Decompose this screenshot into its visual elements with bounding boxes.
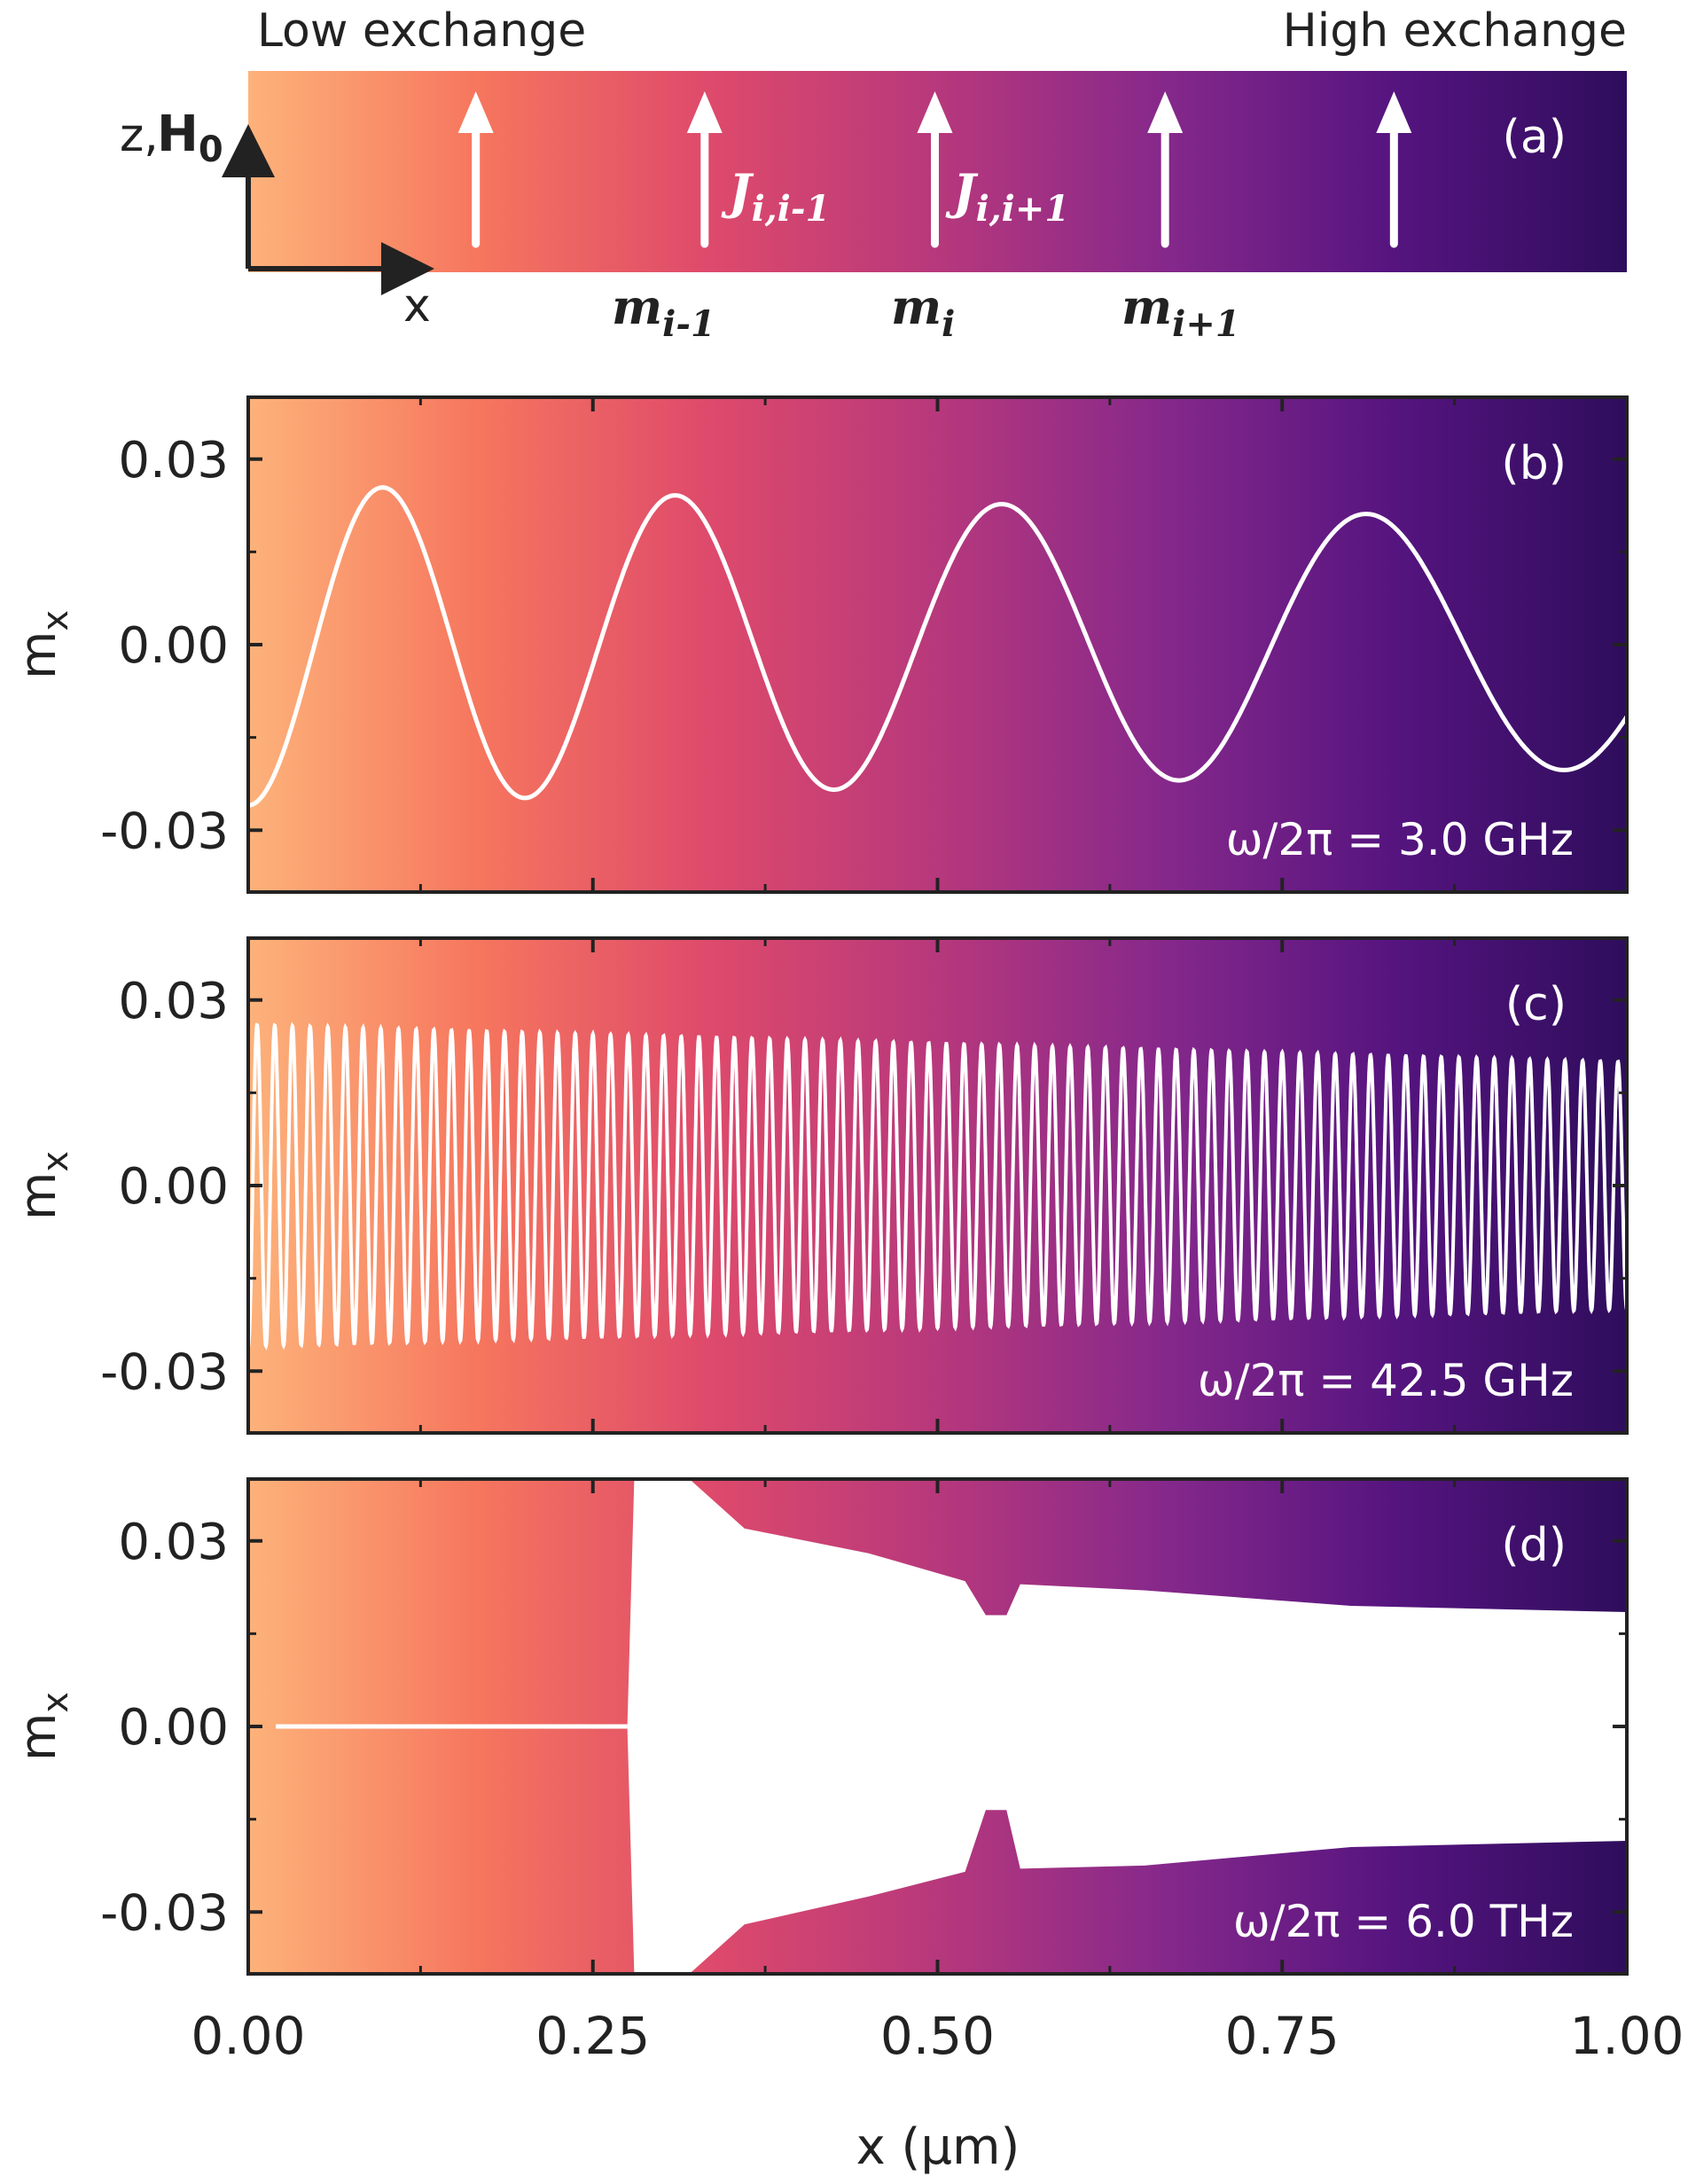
spin-arrow-head-2 [917, 91, 953, 133]
wave-packet-envelope [627, 1479, 1627, 1974]
x-axis-schematic-label: x [403, 279, 431, 333]
x-tick-label: 0.75 [1225, 2006, 1340, 2066]
panel-label: (c) [1505, 978, 1567, 1031]
y-axis-title: mx [10, 1692, 76, 1761]
panel-d-plot: 0.03 0.00 -0.03 mx (d) ω/2π = 6.0 THz [10, 1477, 1629, 1976]
y-tick-label: 0.00 [118, 1158, 229, 1216]
plot-background [248, 397, 1627, 892]
y-tick-label: 0.03 [118, 1514, 229, 1571]
frequency-annotation: ω/2π = 3.0 GHz [1226, 814, 1574, 865]
z-label: z, [120, 109, 159, 162]
series-line [246, 1022, 1629, 1350]
y-tick-label: -0.03 [100, 1343, 229, 1401]
x-tick-label: 0.00 [191, 2006, 305, 2066]
panel-a-label: (a) [1503, 111, 1567, 164]
y-axis-title: mx [10, 610, 76, 679]
y-axis-title: mx [10, 1151, 76, 1220]
y-tick-label: 0.03 [118, 973, 229, 1030]
y-tick-label: 0.00 [118, 1699, 229, 1757]
spin-arrow-head-0 [457, 91, 494, 133]
m-cur-label: mi [891, 278, 955, 345]
plot-background [248, 938, 1627, 1433]
series-line [247, 485, 1629, 808]
right-title: High exchange [1283, 4, 1627, 58]
panel-a-schematic: Low exchange High exchange (a) z, H0 x m… [120, 4, 1627, 345]
y-tick-label: -0.03 [100, 1884, 229, 1942]
frequency-annotation: ω/2π = 42.5 GHz [1198, 1355, 1574, 1406]
x-tick-label: 1.00 [1569, 2006, 1684, 2066]
panel-label: (d) [1501, 1519, 1567, 1572]
panel-label: (b) [1501, 437, 1567, 490]
spin-arrow-head-1 [686, 91, 723, 133]
y-tick-label: 0.00 [118, 617, 229, 675]
spin-arrows [457, 91, 1412, 248]
spin-arrow-head-3 [1147, 91, 1184, 133]
spin-arrow-head-4 [1376, 91, 1412, 133]
y-tick-label: -0.03 [100, 802, 229, 860]
panel-b-plot: 0.03 0.00 -0.03 mx (b) ω/2π = 3.0 GHz [10, 395, 1629, 894]
panel-c-plot: 0.03 0.00 -0.03 mx (c) ω/2π = 42.5 GHz [10, 936, 1629, 1435]
left-title: Low exchange [257, 4, 586, 58]
y-tick-label: 0.03 [118, 432, 229, 489]
h0-label: H0 [157, 106, 223, 170]
m-prev-label: mi-1 [612, 278, 715, 345]
x-tick-label: 0.50 [880, 2006, 995, 2066]
x-axis-title: x (μm) [856, 2118, 1020, 2176]
frequency-annotation: ω/2π = 6.0 THz [1233, 1896, 1574, 1947]
x-tick-label: 0.25 [535, 2006, 650, 2066]
plots: 0.03 0.00 -0.03 mx (b) ω/2π = 3.0 GHz 0.03 0.00… [10, 395, 1629, 1976]
m-next-label: mi+1 [1121, 278, 1240, 345]
